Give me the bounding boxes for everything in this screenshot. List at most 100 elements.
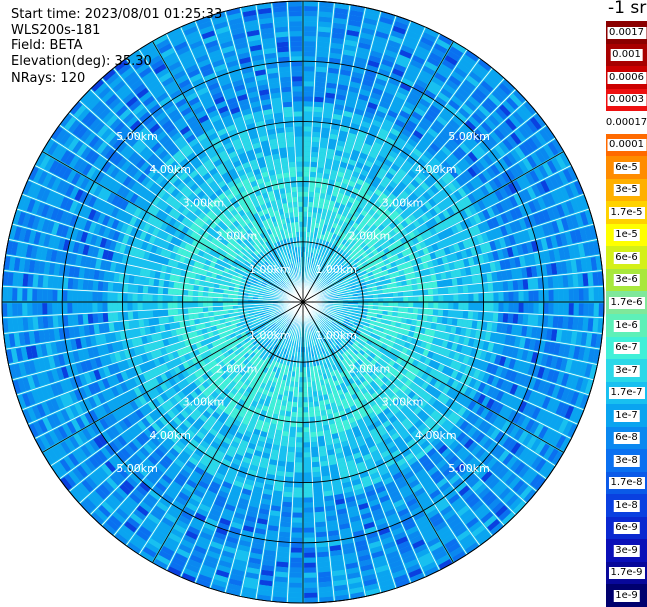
range-gate [364,264,370,270]
range-gate [323,269,329,275]
range-gate [383,141,393,150]
range-gate [304,562,316,568]
range-gate [312,207,318,213]
range-gate [353,229,360,236]
range-gate [303,357,306,363]
range-gate [317,162,325,169]
range-gate [353,242,360,249]
range-gate [396,137,407,146]
range-gate [437,287,444,295]
range-gate [510,132,522,145]
range-gate [555,155,567,169]
range-gate [480,80,494,93]
range-gate [368,298,374,302]
range-gate [415,198,424,207]
range-gate [321,465,329,472]
range-gate [407,290,414,296]
range-gate [436,38,450,50]
range-gate [333,251,339,258]
range-gate [417,217,425,225]
range-gate [347,230,353,237]
range-gate [313,106,323,113]
range-gate [414,175,424,185]
range-gate [336,277,342,282]
range-gate [412,284,418,290]
range-gate [373,220,381,228]
range-gate [424,27,439,38]
range-gate [349,252,355,259]
range-gate [404,225,413,234]
range-gate [456,277,463,286]
range-gate [353,144,362,152]
range-gate [304,61,315,67]
range-gate [310,227,315,233]
range-gate [343,194,350,201]
range-gate [362,116,373,124]
range-gate [513,163,524,176]
range-gate [313,111,323,118]
range-gate [547,141,559,156]
range-gate [292,517,303,523]
range-gate [422,32,437,43]
range-gate [437,202,446,212]
range-gate [518,126,530,139]
range-gate [375,78,387,87]
range-gate [335,213,342,220]
range-gate [298,387,303,393]
range-gate [308,396,314,403]
range-gate [471,190,481,201]
range-gate [447,286,454,294]
range-gate [379,128,389,137]
range-gate [297,417,303,423]
range-gate [323,245,328,252]
range-gate [480,185,490,196]
range-gate [462,311,469,319]
range-gate [426,146,437,157]
range-gate [303,261,305,267]
range-gate [303,141,311,147]
range-gate [427,174,437,184]
range-gate [370,255,377,262]
range-gate [518,302,524,313]
range-gate [455,111,467,123]
range-gate [553,289,559,301]
range-gate [406,120,417,129]
range-gate [296,427,303,433]
range-gate [344,241,351,248]
range-gate [311,279,315,285]
range-gate [481,101,494,114]
range-gate [303,216,308,222]
range-gate [392,123,403,133]
range-gate [328,143,336,150]
range-gate [333,282,339,286]
range-gate [338,281,345,286]
range-gate [314,289,320,294]
range-gate [289,577,302,583]
range-gate [323,263,328,269]
range-gate [535,132,547,146]
range-gate [373,82,385,91]
range-gate [381,163,390,172]
range-gate [303,211,308,217]
range-gate [326,225,332,232]
range-gate [337,279,344,284]
range-gate [477,84,491,97]
range-gate [350,246,356,253]
range-gate [341,239,347,245]
range-gate [281,506,292,513]
range-gate [315,526,327,533]
range-gate [381,123,392,132]
range-gate [394,172,404,181]
range-gate [275,571,288,578]
range-gate [367,60,380,68]
range-gate [304,587,317,593]
range-gate [356,206,363,214]
range-gate [347,132,357,140]
range-gate [365,248,372,255]
range-gate [380,192,388,201]
range-gate [278,455,287,462]
range-gate [551,139,563,153]
range-gate [290,562,302,568]
range-gate [280,521,291,528]
range-gate [415,79,428,89]
